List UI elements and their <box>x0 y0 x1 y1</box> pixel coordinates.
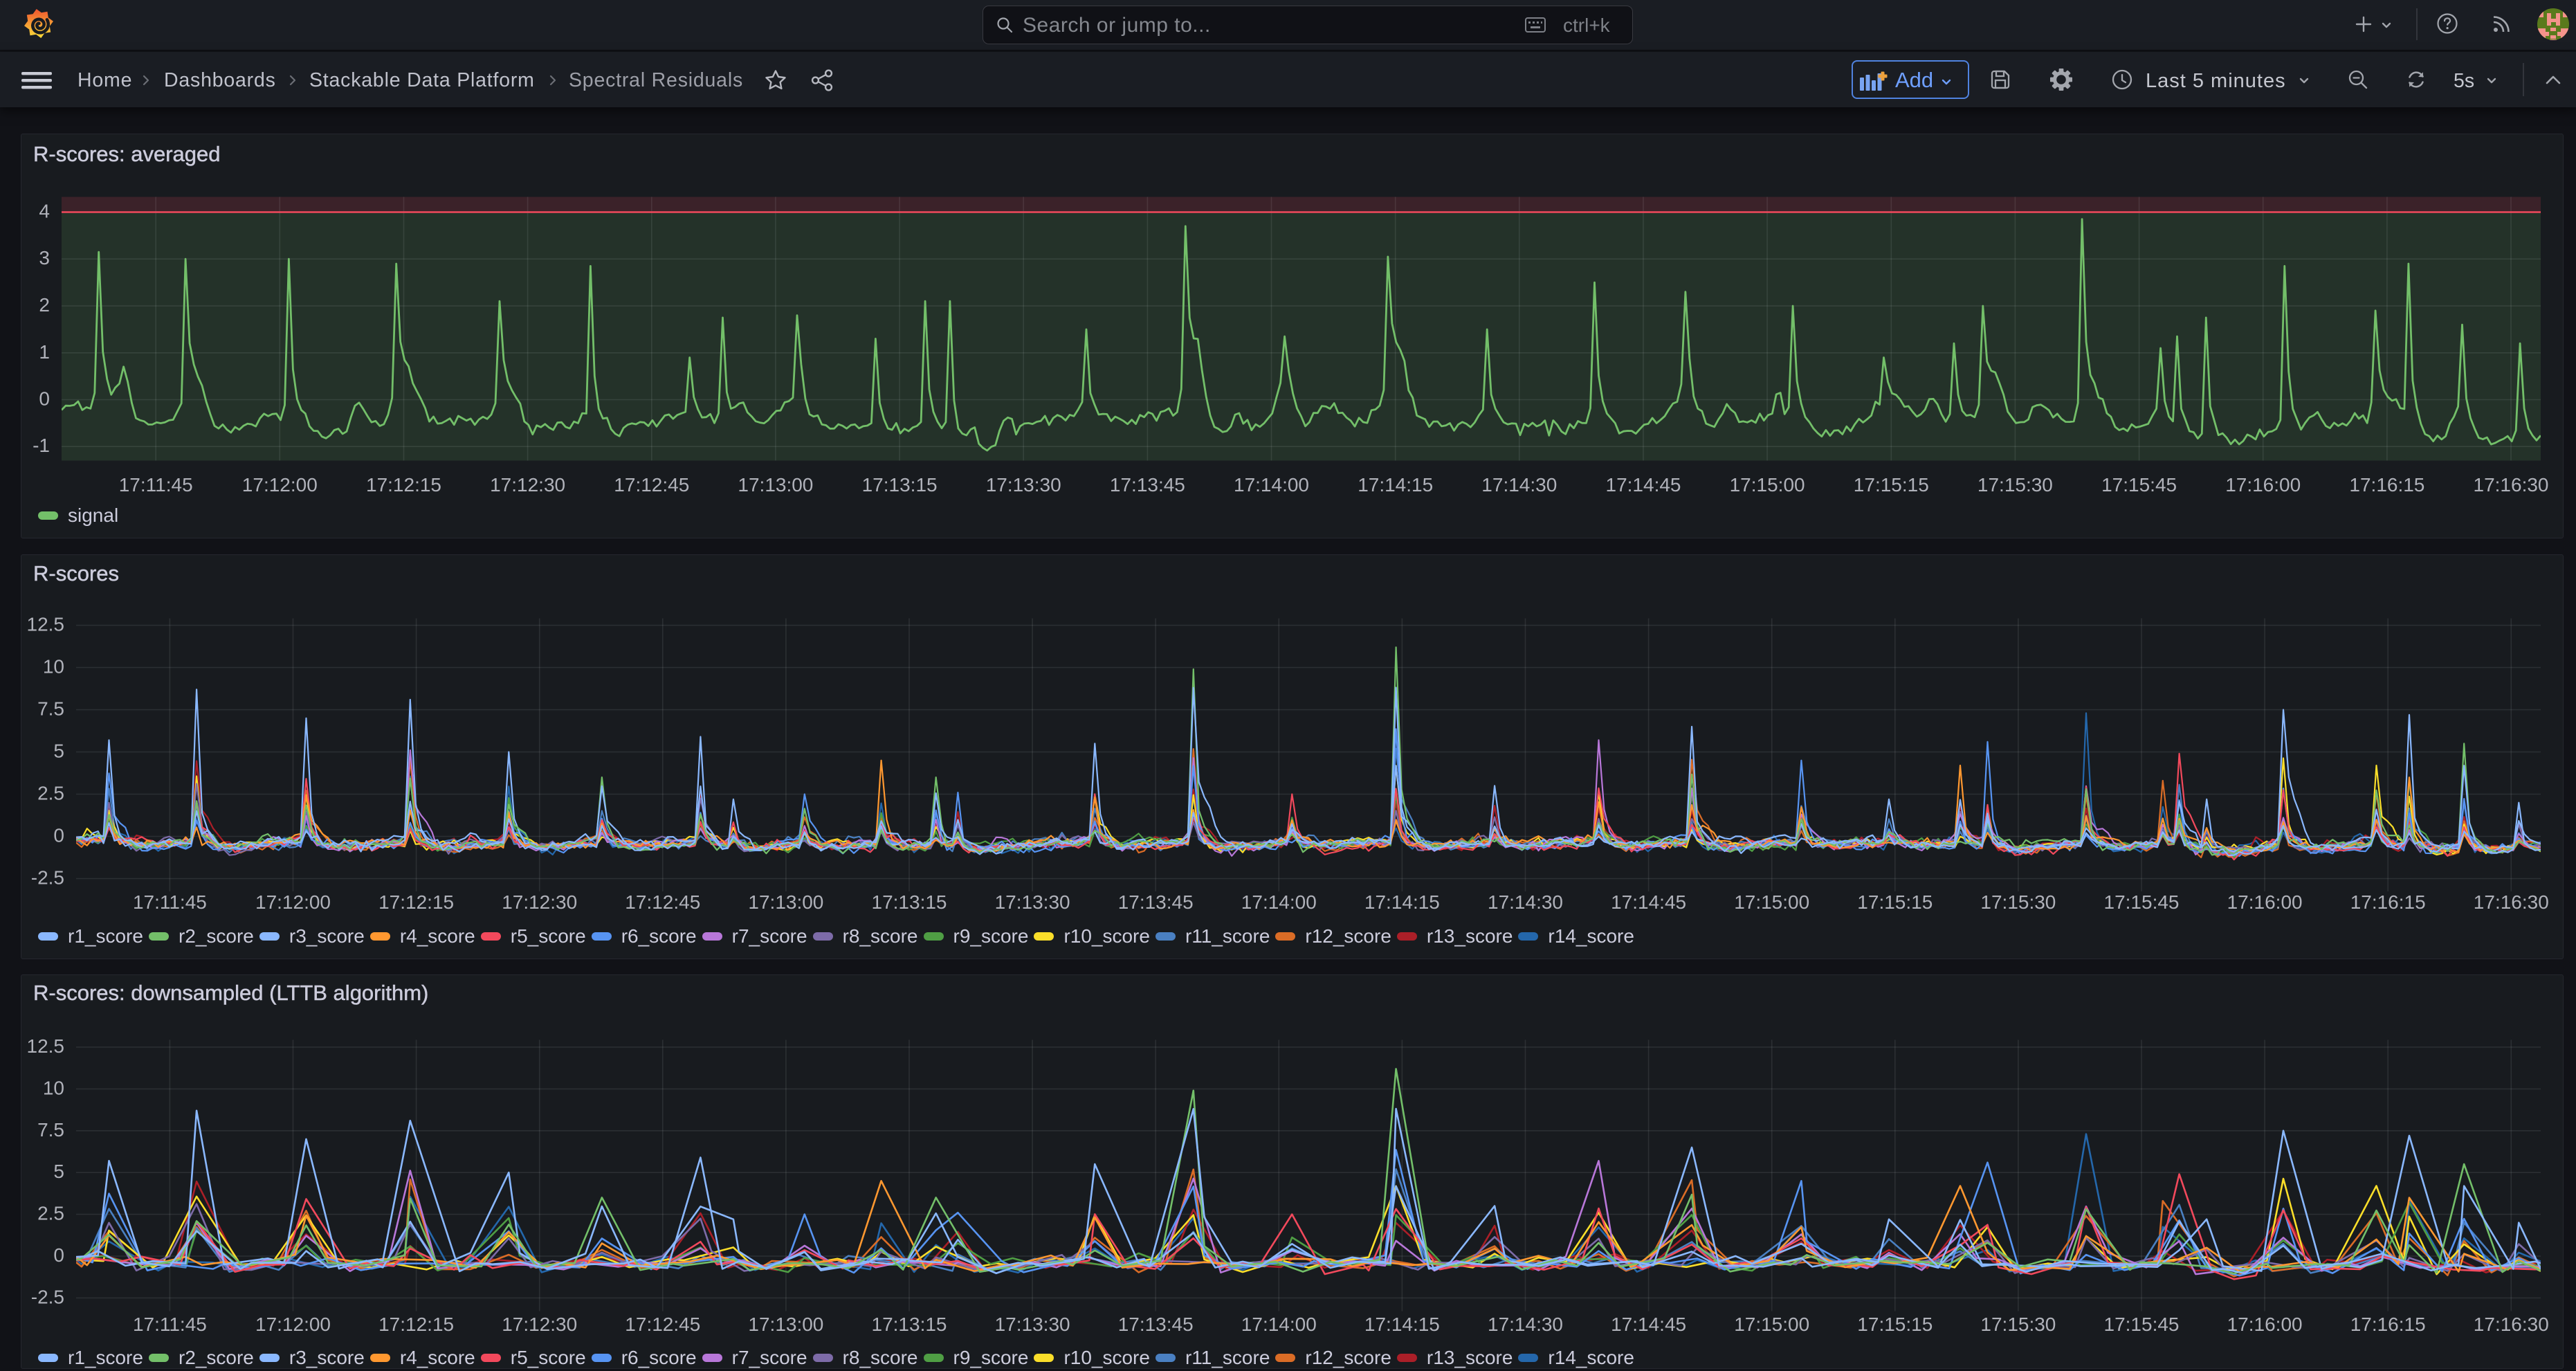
svg-text:17:16:15: 17:16:15 <box>2349 474 2424 496</box>
svg-text:17:12:00: 17:12:00 <box>242 474 318 496</box>
svg-text:17:16:30: 17:16:30 <box>2474 891 2549 913</box>
svg-text:0: 0 <box>39 388 50 410</box>
svg-text:17:16:30: 17:16:30 <box>2474 474 2549 496</box>
svg-text:17:14:30: 17:14:30 <box>1488 1314 1563 1335</box>
svg-text:4: 4 <box>39 201 50 222</box>
svg-text:17:14:15: 17:14:15 <box>1364 1314 1440 1335</box>
svg-text:17:15:00: 17:15:00 <box>1734 1314 1809 1335</box>
svg-text:17:12:00: 17:12:00 <box>255 891 331 913</box>
svg-text:17:12:15: 17:12:15 <box>378 891 454 913</box>
svg-text:17:14:00: 17:14:00 <box>1234 474 1309 496</box>
svg-text:-1: -1 <box>33 435 50 456</box>
svg-text:17:13:30: 17:13:30 <box>995 891 1070 913</box>
svg-text:17:13:15: 17:13:15 <box>872 1314 947 1335</box>
svg-text:0: 0 <box>53 825 64 846</box>
svg-text:5: 5 <box>53 1161 64 1182</box>
svg-text:17:14:45: 17:14:45 <box>1606 474 1681 496</box>
svg-text:17:11:45: 17:11:45 <box>133 891 207 913</box>
svg-text:17:12:15: 17:12:15 <box>378 1314 454 1335</box>
svg-text:12.5: 12.5 <box>27 614 65 635</box>
svg-text:17:12:00: 17:12:00 <box>255 1314 331 1335</box>
svg-text:17:15:15: 17:15:15 <box>1854 474 1929 496</box>
svg-text:2.5: 2.5 <box>37 783 64 804</box>
svg-text:17:13:00: 17:13:00 <box>738 474 813 496</box>
svg-text:17:16:00: 17:16:00 <box>2227 891 2303 913</box>
svg-text:1: 1 <box>39 341 50 363</box>
svg-text:17:13:45: 17:13:45 <box>1118 891 1194 913</box>
svg-text:17:15:30: 17:15:30 <box>1980 1314 2056 1335</box>
svg-text:17:16:00: 17:16:00 <box>2225 474 2301 496</box>
svg-text:-2.5: -2.5 <box>31 867 64 889</box>
svg-text:12.5: 12.5 <box>27 1035 65 1057</box>
svg-text:17:12:45: 17:12:45 <box>614 474 689 496</box>
svg-text:17:16:15: 17:16:15 <box>2350 891 2426 913</box>
svg-text:17:13:30: 17:13:30 <box>995 1314 1070 1335</box>
svg-text:17:16:15: 17:16:15 <box>2350 1314 2426 1335</box>
svg-text:17:13:15: 17:13:15 <box>872 891 947 913</box>
svg-text:17:12:30: 17:12:30 <box>490 474 565 496</box>
svg-text:17:14:00: 17:14:00 <box>1241 891 1317 913</box>
svg-text:17:15:15: 17:15:15 <box>1857 1314 1933 1335</box>
svg-text:17:14:30: 17:14:30 <box>1481 474 1557 496</box>
svg-text:17:14:45: 17:14:45 <box>1611 891 1686 913</box>
svg-text:17:14:15: 17:14:15 <box>1358 474 1433 496</box>
svg-text:17:14:15: 17:14:15 <box>1364 891 1440 913</box>
svg-text:17:15:45: 17:15:45 <box>2104 1314 2180 1335</box>
svg-text:5: 5 <box>53 741 64 762</box>
svg-text:17:13:00: 17:13:00 <box>748 891 823 913</box>
svg-text:17:14:45: 17:14:45 <box>1611 1314 1686 1335</box>
svg-text:17:12:15: 17:12:15 <box>366 474 441 496</box>
svg-text:10: 10 <box>43 1077 64 1098</box>
svg-text:17:13:30: 17:13:30 <box>986 474 1061 496</box>
svg-text:17:15:00: 17:15:00 <box>1730 474 1805 496</box>
svg-text:17:12:30: 17:12:30 <box>502 891 577 913</box>
svg-text:17:15:00: 17:15:00 <box>1734 891 1809 913</box>
svg-text:10: 10 <box>43 656 64 678</box>
svg-text:7.5: 7.5 <box>37 1119 64 1141</box>
svg-text:17:13:45: 17:13:45 <box>1110 474 1185 496</box>
svg-text:17:15:45: 17:15:45 <box>2104 891 2180 913</box>
svg-text:17:12:30: 17:12:30 <box>502 1314 577 1335</box>
svg-text:17:12:45: 17:12:45 <box>625 891 700 913</box>
svg-text:17:15:30: 17:15:30 <box>1977 474 2053 496</box>
svg-text:17:14:30: 17:14:30 <box>1488 891 1563 913</box>
svg-text:17:15:30: 17:15:30 <box>1980 891 2056 913</box>
svg-text:17:16:00: 17:16:00 <box>2227 1314 2303 1335</box>
svg-text:17:11:45: 17:11:45 <box>133 1314 207 1335</box>
svg-text:17:12:45: 17:12:45 <box>625 1314 700 1335</box>
svg-text:17:15:45: 17:15:45 <box>2101 474 2177 496</box>
svg-text:3: 3 <box>39 247 50 269</box>
svg-text:17:13:00: 17:13:00 <box>748 1314 823 1335</box>
svg-text:0: 0 <box>53 1244 64 1266</box>
svg-text:17:13:15: 17:13:15 <box>862 474 938 496</box>
svg-text:17:15:15: 17:15:15 <box>1857 891 1933 913</box>
svg-text:17:14:00: 17:14:00 <box>1241 1314 1317 1335</box>
svg-text:17:16:30: 17:16:30 <box>2474 1314 2549 1335</box>
svg-text:17:13:45: 17:13:45 <box>1118 1314 1194 1335</box>
svg-text:7.5: 7.5 <box>37 698 64 720</box>
svg-text:-2.5: -2.5 <box>31 1286 64 1307</box>
svg-text:2.5: 2.5 <box>37 1203 64 1224</box>
svg-text:17:11:45: 17:11:45 <box>119 474 193 496</box>
svg-text:2: 2 <box>39 294 50 316</box>
